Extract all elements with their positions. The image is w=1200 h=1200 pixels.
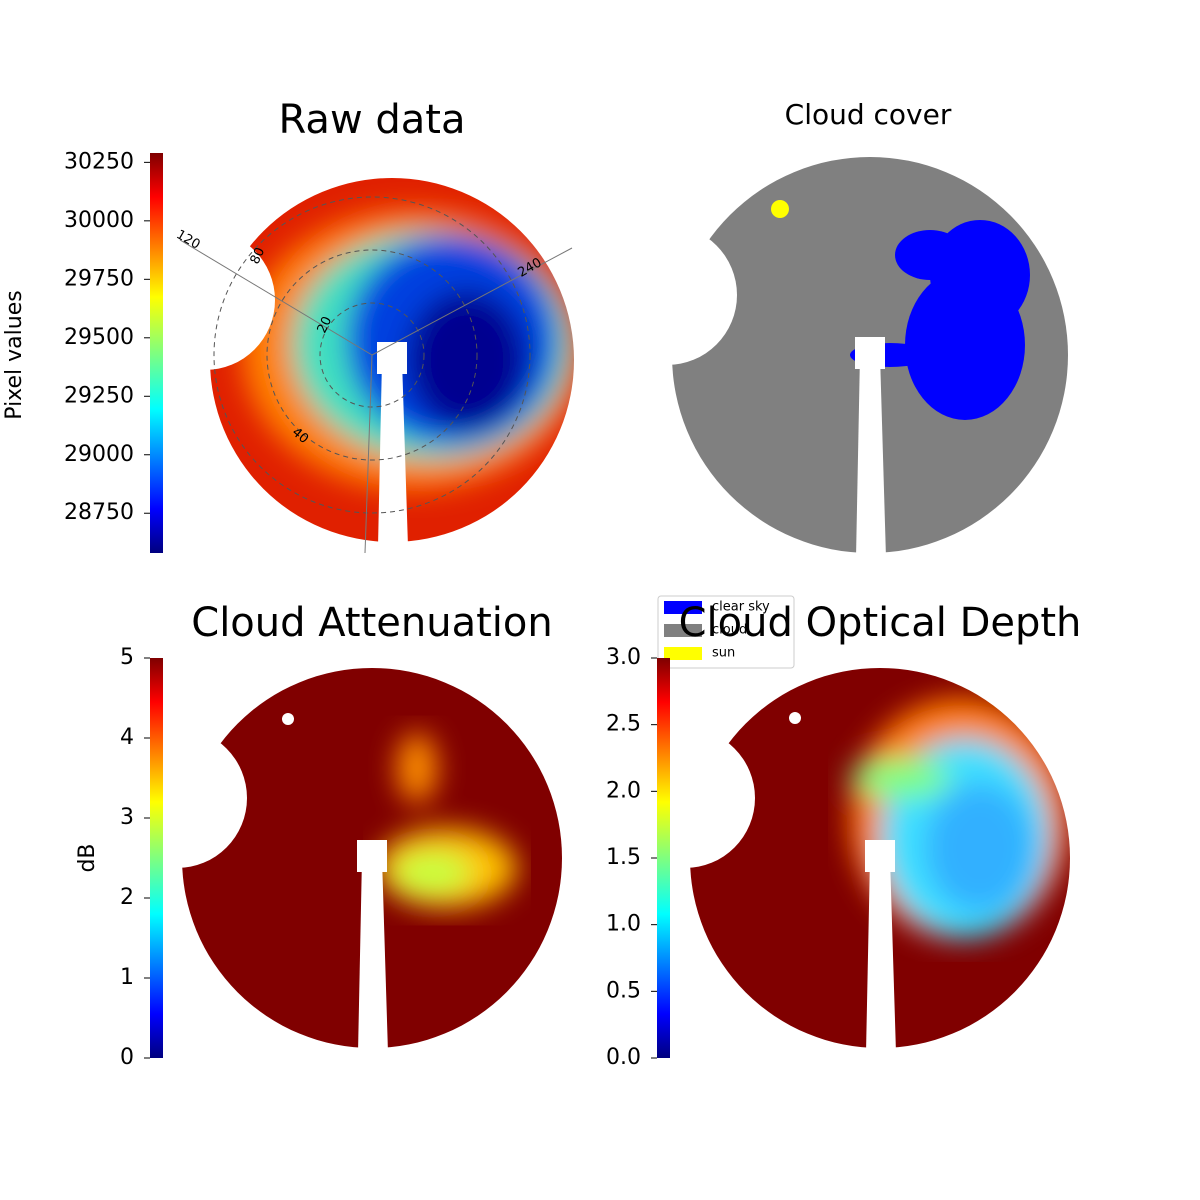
- image-features: [850, 698, 1070, 938]
- colorbar-tick-label: 3: [120, 805, 134, 830]
- legend-swatch: [664, 601, 702, 614]
- colorbar-tick-label: 3.0: [606, 645, 641, 670]
- colorbar-tick-label: 1: [120, 965, 134, 990]
- colorbar: [150, 153, 163, 553]
- polar-label: 20: [315, 314, 336, 335]
- image-region: [397, 733, 437, 803]
- sky-image: [210, 178, 582, 542]
- sun: [771, 200, 789, 218]
- polar-label: 120: [173, 227, 202, 252]
- sky-image: [690, 668, 1070, 1048]
- image-region: [925, 783, 1035, 913]
- chart-title: Cloud cover: [785, 98, 952, 131]
- sun-mask: [789, 712, 801, 724]
- chart-title: Raw data: [279, 97, 466, 143]
- chart-title: Cloud Optical Depth: [679, 600, 1082, 646]
- legend-label: cloud: [712, 623, 747, 638]
- image-features: [377, 733, 517, 908]
- colorbar-tick-label: 5: [120, 645, 134, 670]
- colorbar-tick-label: 29500: [64, 325, 134, 350]
- polar-circle: [266, 249, 478, 461]
- polar-axis: [364, 354, 373, 554]
- colorbar-tick-label: 29250: [64, 383, 134, 408]
- polar-label: 80: [248, 245, 269, 266]
- image-region: [850, 758, 950, 798]
- colorbar-tick-label: 29000: [64, 442, 134, 467]
- polar-axis: [179, 239, 373, 356]
- colorbar: [657, 658, 670, 1058]
- legend-label: clear sky: [712, 600, 770, 615]
- sky-image: [182, 668, 562, 1048]
- colorbar-tick-label: 0: [120, 1045, 134, 1070]
- colorbar-tick-label: 1.0: [606, 912, 641, 937]
- legend-label: sun: [712, 646, 735, 661]
- colorbar-tick-label: 29750: [64, 266, 134, 291]
- colorbar-tick-label: 2.0: [606, 778, 641, 803]
- legend-swatch: [664, 647, 702, 660]
- sun-mask: [282, 713, 294, 725]
- polar-axis: [371, 247, 573, 356]
- polar-grid: [179, 196, 573, 554]
- chart-title: Cloud Attenuation: [191, 600, 552, 646]
- sky-image: [672, 157, 1068, 553]
- colorbar-tick-label: 30250: [64, 149, 134, 174]
- colorbar-tick-label: 4: [120, 725, 134, 750]
- colorbar-tick-label: 30000: [64, 208, 134, 233]
- colorbar-tick-label: 0.0: [606, 1045, 641, 1070]
- image-features: [850, 220, 1030, 420]
- colorbar-tick-label: 0.5: [606, 978, 641, 1003]
- image-region: [407, 290, 527, 430]
- image-region: [930, 220, 1030, 330]
- legend-swatch: [664, 624, 702, 637]
- polar-circle: [213, 196, 531, 514]
- image-features: [242, 210, 582, 490]
- colorbar-tick-label: 2.5: [606, 712, 641, 737]
- colorbar: [150, 658, 163, 1058]
- image-region: [850, 343, 930, 367]
- colorbar-tick-label: 2: [120, 885, 134, 910]
- colorbar-tick-label: 28750: [64, 500, 134, 525]
- image-region: [392, 851, 472, 895]
- colorbar-label: dB: [75, 843, 100, 872]
- colorbar-tick-label: 1.5: [606, 845, 641, 870]
- polar-circle: [319, 302, 425, 408]
- colorbar-label: Pixel values: [2, 290, 27, 419]
